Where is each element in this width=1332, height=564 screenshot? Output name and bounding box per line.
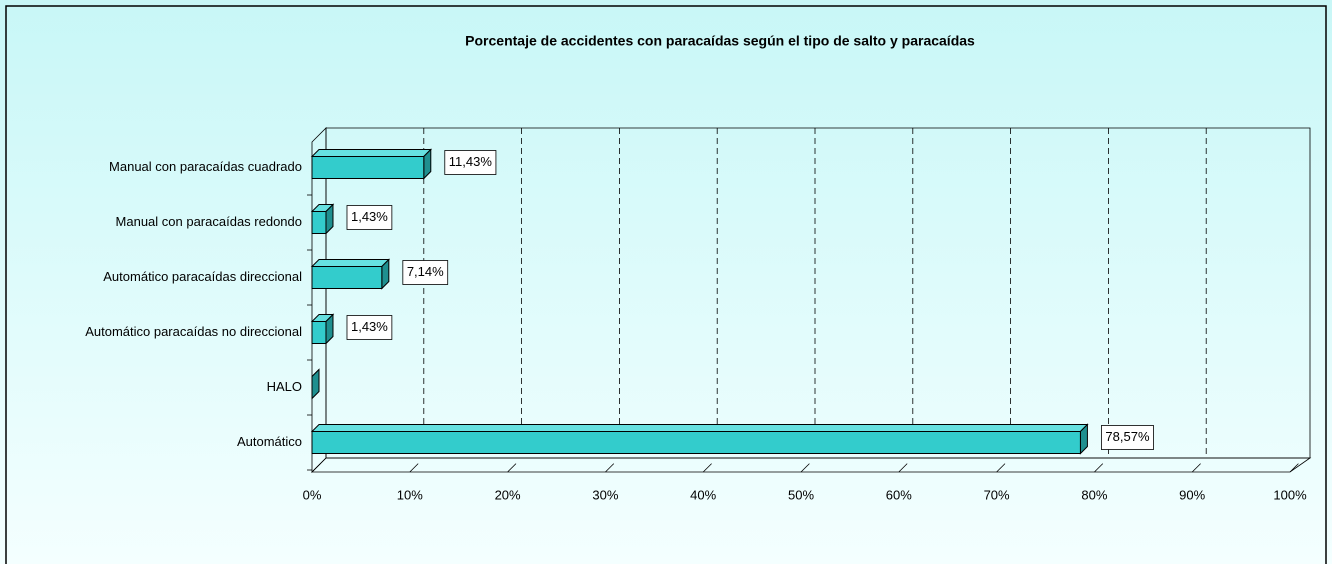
bar-front: [311, 321, 327, 344]
value-label-box: [346, 315, 393, 340]
tick-mark: [1094, 463, 1104, 473]
y-tick-label: Automático: [237, 434, 302, 449]
value-label: 7,14%: [407, 264, 444, 279]
x-tick-label: 60%: [886, 487, 912, 502]
bar-front: [311, 266, 383, 289]
bar-top: [310, 424, 1089, 432]
tick-mark: [996, 463, 1006, 473]
bar: [310, 423, 1089, 455]
x-tick-label: 0%: [303, 487, 322, 502]
x-tick-label: 90%: [1179, 487, 1205, 502]
x-tick-label: 30%: [592, 487, 618, 502]
x-tick-label: 10%: [397, 487, 423, 502]
value-label-box: [1101, 425, 1154, 450]
tick-mark: [702, 463, 712, 473]
bar: [310, 313, 335, 345]
bar-front: [311, 156, 425, 179]
bar: [311, 368, 320, 400]
x-tick-label: 80%: [1081, 487, 1107, 502]
x-tick-label: 20%: [495, 487, 521, 502]
bar: [310, 258, 391, 290]
value-label: 78,57%: [1105, 429, 1150, 444]
tick-mark: [507, 463, 517, 473]
tick-mark: [311, 463, 321, 473]
tick-mark: [898, 463, 908, 473]
floor: [311, 457, 1312, 473]
y-tick-label: HALO: [267, 379, 302, 394]
bar-top: [310, 259, 391, 267]
chart-frame: [5, 5, 1327, 564]
bar-front: [311, 211, 327, 234]
chart-title: Porcentaje de accidentes con paracaídas …: [465, 33, 975, 49]
x-tick-label: 100%: [1273, 487, 1307, 502]
x-tick-label: 50%: [788, 487, 814, 502]
tick-mark: [409, 463, 419, 473]
y-tick-label: Automático paracaídas no direccional: [85, 324, 302, 339]
x-tick-label: 40%: [690, 487, 716, 502]
y-tick-label: Manual con paracaídas redondo: [116, 214, 302, 229]
y-tick-label: Automático paracaídas direccional: [103, 269, 302, 284]
bar: [310, 203, 335, 235]
tick-mark: [800, 463, 810, 473]
bar: [310, 148, 432, 180]
value-label: 11,43%: [449, 154, 493, 169]
value-label: 1,43%: [351, 319, 388, 334]
tick-mark: [1191, 463, 1201, 473]
value-label-box: [402, 260, 449, 285]
tick-mark: [605, 463, 615, 473]
tick-mark: [1289, 463, 1299, 473]
bar-top: [310, 149, 432, 157]
value-label-box: [346, 205, 393, 230]
bar-front: [311, 431, 1081, 454]
x-tick-label: 70%: [984, 487, 1010, 502]
y-tick-label: Manual con paracaídas cuadrado: [109, 159, 302, 174]
value-label-box: [444, 150, 497, 175]
value-label: 1,43%: [351, 209, 388, 224]
